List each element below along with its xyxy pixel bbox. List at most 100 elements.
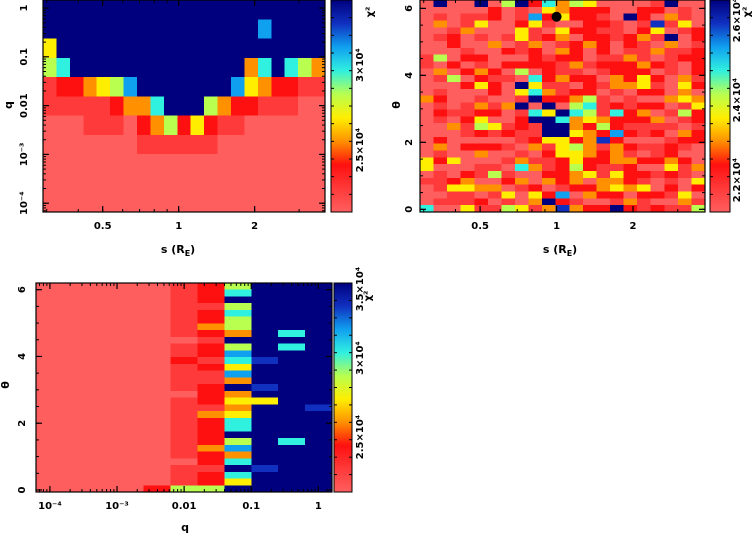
heatmap-cell [515,116,530,124]
heatmap-cell [89,303,118,311]
heatmap-cell [555,116,570,124]
heatmap-cell [143,444,172,453]
heatmap-cell [311,115,326,136]
heatmap-cell [251,451,279,459]
heatmap-cell [217,192,232,213]
heatmap-cell [447,177,462,186]
heatmap-cell [224,478,252,486]
heatmap-cell [150,134,165,155]
heatmap-cell [190,38,205,59]
heatmap-cell [284,0,299,20]
heatmap-cell [163,154,178,175]
heatmap-cell [650,47,665,56]
heatmap-cell [197,370,225,378]
heatmap-cell [623,61,638,69]
heatmap-cell [501,41,516,49]
heatmap-cell [197,384,225,392]
heatmap-cell [420,102,435,111]
heatmap-cell [691,184,706,193]
heatmap-cell [190,77,205,97]
heatmap-cell [610,157,625,165]
heatmap-cell [460,13,475,22]
heatmap-cell [177,134,192,155]
heatmap-cell [447,68,462,76]
heatmap-cell [650,102,665,111]
heatmap-cell [474,54,489,63]
heatmap-cell [447,157,462,165]
heatmap-cell [664,41,679,49]
heatmap-cell [460,198,475,206]
heatmap-cell [150,0,165,20]
heatmap-cell [555,54,570,63]
heatmap-cell [596,47,611,56]
heatmap-cell [637,54,652,63]
heatmap-cell [501,116,516,124]
heatmap-cell [224,431,252,439]
heatmap-cell [596,61,611,69]
heatmap-cell [447,102,462,111]
heatmap-cell [582,75,598,83]
heatmap-cell [278,283,306,291]
heatmap-cell [569,47,584,56]
heatmap-cell [305,431,333,439]
heatmap-cell [569,143,584,152]
heatmap-cell [582,170,598,179]
heatmap-cell [116,350,145,358]
heatmap-cell [244,115,259,136]
heatmap-cell [62,370,91,378]
heatmap-cell [569,129,584,138]
heatmap-cell [691,150,706,158]
heatmap-cell [163,173,178,194]
heatmap-cell [420,198,435,206]
heatmap-cell [56,154,71,175]
heatmap-cell [447,54,462,63]
heatmap-cell [528,191,543,199]
heatmap-cell [637,20,652,28]
heatmap-cell [677,205,693,213]
heatmap-cell [691,164,706,172]
heatmap-cell [528,129,543,138]
heatmap-cell [298,0,313,20]
heatmap-cell [582,27,598,35]
heatmap-cell [244,173,259,194]
heatmap-cell [501,95,516,104]
heatmap-cell [251,390,279,399]
heatmap-cell [204,173,219,194]
heatmap-cell [420,13,435,22]
heatmap-cell [637,88,652,97]
heatmap-cell [501,75,516,83]
heatmap-cell [251,478,279,486]
heatmap-cell [204,0,219,20]
heatmap-cell [515,13,530,22]
heatmap-cell [36,424,64,432]
heatmap-cell [96,77,111,97]
heatmap-cell [460,6,475,15]
heatmap-cell [569,6,584,15]
heatmap-cell [170,316,199,325]
heatmap-cell [217,173,232,194]
heatmap-cell [447,116,462,124]
heatmap-cell [36,357,64,365]
heatmap-cell [677,41,693,49]
heatmap-cell [56,77,71,97]
heatmap-cell [170,471,199,480]
heatmap-cell [433,109,448,117]
heatmap-cell [582,129,598,138]
heatmap-cell [582,184,598,193]
heatmap-cell [217,154,232,175]
heatmap-cell [123,77,138,97]
heatmap-cell [170,296,199,304]
heatmap-cell [515,61,530,69]
heatmap-cell [433,170,448,179]
heatmap-cell [596,150,611,158]
heatmap-cell [542,95,557,104]
heatmap-cell [244,57,259,78]
heatmap-cell [542,191,557,199]
heatmap-cell [43,0,58,20]
heatmap-cell [433,61,448,69]
heatmap-cell [555,136,570,145]
heatmap-cell [596,129,611,138]
heatmap-cell [257,57,272,78]
heatmap-cell [278,377,306,385]
heatmap-cell [596,102,611,111]
